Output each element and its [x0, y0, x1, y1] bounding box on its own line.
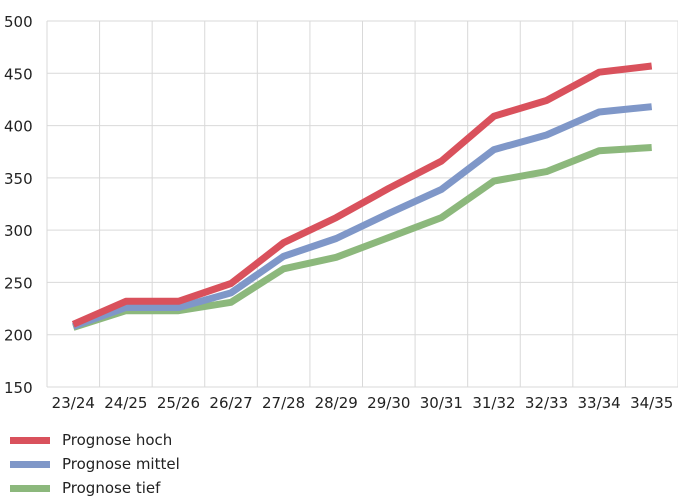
- grid: [46, 20, 678, 388]
- y-tick-label: 300: [4, 222, 33, 240]
- x-tick-label: 30/31: [420, 394, 463, 412]
- y-axis-tick-labels: 150 200 250 300 350 400 450 500: [4, 13, 33, 397]
- legend-label-tief: Prognose tief: [62, 479, 161, 497]
- x-tick-label: 34/35: [630, 394, 673, 412]
- y-tick-label: 200: [4, 327, 33, 345]
- legend-item-mittel: Prognose mittel: [10, 452, 180, 476]
- x-tick-label: 31/32: [472, 394, 515, 412]
- legend: Prognose hoch Prognose mittel Prognose t…: [10, 428, 180, 500]
- x-tick-label: 33/34: [578, 394, 621, 412]
- legend-swatch-mittel: [10, 460, 50, 468]
- y-tick-label: 150: [4, 379, 33, 397]
- x-axis-tick-labels: 23/24 24/25 25/26 26/27 27/28 28/29 29/30 30/31…: [52, 394, 674, 412]
- x-tick-label: 25/26: [157, 394, 200, 412]
- x-tick-label: 27/28: [262, 394, 305, 412]
- series-line-1: [72, 103, 653, 330]
- y-tick-label: 400: [4, 118, 33, 136]
- x-tick-label: 32/33: [525, 394, 568, 412]
- y-tick-label: 250: [4, 274, 33, 292]
- x-tick-label: 26/27: [209, 394, 252, 412]
- y-tick-label: 450: [4, 65, 33, 83]
- legend-label-mittel: Prognose mittel: [62, 455, 180, 473]
- x-tick-label: 28/29: [315, 394, 358, 412]
- legend-item-hoch: Prognose hoch: [10, 428, 180, 452]
- legend-label-hoch: Prognose hoch: [62, 431, 173, 449]
- legend-swatch-tief: [10, 484, 50, 492]
- y-tick-label: 350: [4, 170, 33, 188]
- line-chart: 150 200 250 300 350 400 450 500 23/24 24/25 25/26…: [4, 13, 678, 412]
- series-line-0: [71, 62, 653, 328]
- y-tick-label: 500: [4, 13, 33, 31]
- x-tick-label: 23/24: [52, 394, 95, 412]
- series-lines: [71, 62, 653, 331]
- legend-swatch-hoch: [10, 436, 50, 444]
- x-tick-label: 24/25: [104, 394, 147, 412]
- x-tick-label: 29/30: [367, 394, 410, 412]
- legend-item-tief: Prognose tief: [10, 476, 180, 500]
